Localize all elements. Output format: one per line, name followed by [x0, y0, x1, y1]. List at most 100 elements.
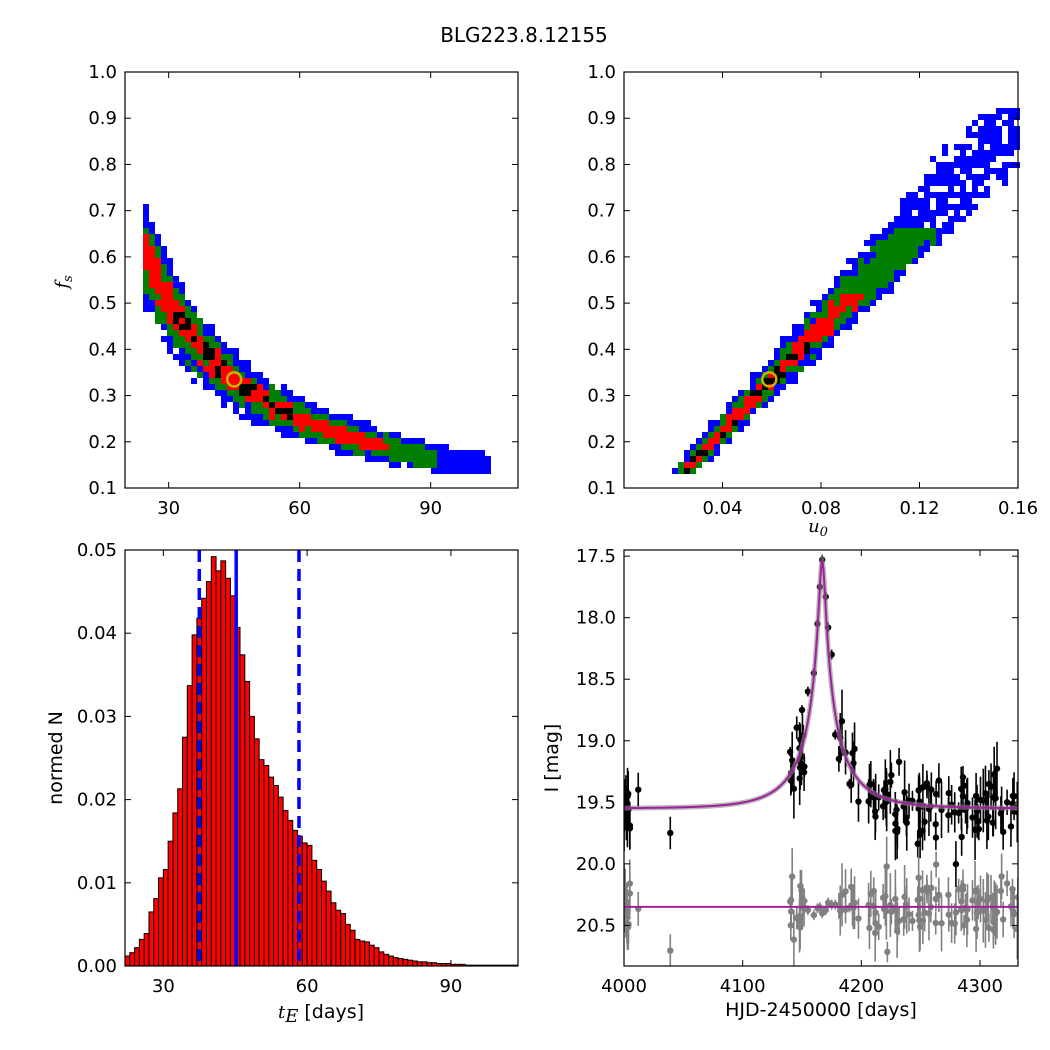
density-cell: [377, 438, 383, 444]
data-point: [960, 922, 968, 929]
density-cell: [846, 318, 852, 324]
data-point: [977, 796, 984, 804]
density-cell: [966, 144, 972, 150]
density-cell: [750, 390, 756, 396]
density-cell: [894, 222, 900, 228]
density-cell: [846, 258, 852, 264]
density-cell: [179, 342, 185, 348]
data-point: [882, 892, 889, 900]
density-cell: [335, 450, 341, 456]
density-cell: [690, 450, 696, 456]
density-cell: [143, 276, 149, 282]
density-cell: [840, 282, 846, 288]
density-cell: [167, 306, 173, 312]
density-cell: [690, 468, 696, 474]
density-cell: [780, 348, 786, 354]
density-cell: [702, 432, 708, 438]
density-cell: [251, 414, 257, 420]
y-tick-label: 0.02: [77, 790, 117, 811]
density-cell: [864, 270, 870, 276]
density-cell: [876, 294, 882, 300]
data-point: [635, 786, 642, 793]
density-cell: [161, 270, 167, 276]
density-cell: [209, 354, 215, 360]
density-cell: [966, 132, 972, 138]
density-cell: [762, 396, 768, 402]
density-cell: [377, 450, 383, 456]
density-cell: [203, 324, 209, 330]
density-cell: [221, 354, 227, 360]
density-cell: [996, 132, 1002, 138]
density-cell: [942, 198, 948, 204]
histogram-bar: [416, 961, 423, 967]
density-cell: [948, 180, 954, 186]
density-cell: [1002, 174, 1008, 180]
density-cell: [810, 360, 816, 366]
density-cell: [834, 324, 840, 330]
density-cell: [191, 360, 197, 366]
density-cell: [768, 372, 774, 378]
density-cell: [329, 420, 335, 426]
density-cell: [227, 360, 233, 366]
density-cell: [768, 366, 774, 372]
density-cell: [1002, 144, 1008, 150]
density-cell: [972, 132, 978, 138]
data-point: [787, 922, 795, 929]
density-cell: [209, 378, 215, 384]
density-cell: [209, 384, 215, 390]
density-cell: [978, 174, 984, 180]
density-cell: [930, 174, 936, 180]
density-cell: [744, 390, 750, 396]
density-cell: [738, 402, 744, 408]
density-cell: [203, 372, 209, 378]
density-cell: [191, 330, 197, 336]
density-cell: [347, 438, 353, 444]
density-cell: [810, 324, 816, 330]
density-cell: [293, 414, 299, 420]
density-cell: [744, 396, 750, 402]
density-cell: [167, 324, 173, 330]
density-cell: [816, 312, 822, 318]
density-cell: [287, 408, 293, 414]
density-cell: [245, 384, 251, 390]
density-cell: [972, 156, 978, 162]
density-cell: [906, 246, 912, 252]
density-cell: [305, 432, 311, 438]
y-tick-label: 0.9: [88, 108, 117, 129]
density-cell: [756, 378, 762, 384]
density-cell: [149, 234, 155, 240]
density-cell: [383, 456, 389, 462]
density-cell: [834, 330, 840, 336]
density-cell: [395, 456, 401, 462]
data-point: [932, 820, 939, 828]
histogram-bar: [153, 898, 160, 967]
density-cell: [834, 294, 840, 300]
density-cell: [906, 234, 912, 240]
density-cell: [978, 192, 984, 198]
data-point: [1010, 910, 1018, 918]
data-point: [919, 784, 927, 791]
density-cell: [942, 162, 948, 168]
density-cell: [792, 324, 798, 330]
panel-te-histogram: 30 60 900.000.010.020.030.040.05 normed N …: [45, 540, 519, 1027]
density-cell: [281, 384, 287, 390]
data-point: [895, 917, 903, 925]
y-tick-label: 0.3: [88, 386, 117, 407]
density-cell: [149, 306, 155, 312]
density-cell: [365, 426, 371, 432]
density-cell: [930, 180, 936, 186]
density-cell: [990, 168, 996, 174]
density-cell: [828, 318, 834, 324]
density-cell: [161, 276, 167, 282]
data-point: [985, 780, 993, 788]
density-cell: [149, 276, 155, 282]
density-cell: [353, 438, 359, 444]
density-cell: [257, 390, 263, 396]
density-cell: [948, 192, 954, 198]
histogram-bar: [134, 947, 140, 967]
density-cell: [768, 396, 774, 402]
density-cell: [774, 360, 780, 366]
density-cell: [828, 306, 834, 312]
density-cell: [173, 324, 179, 330]
data-point: [919, 886, 926, 894]
